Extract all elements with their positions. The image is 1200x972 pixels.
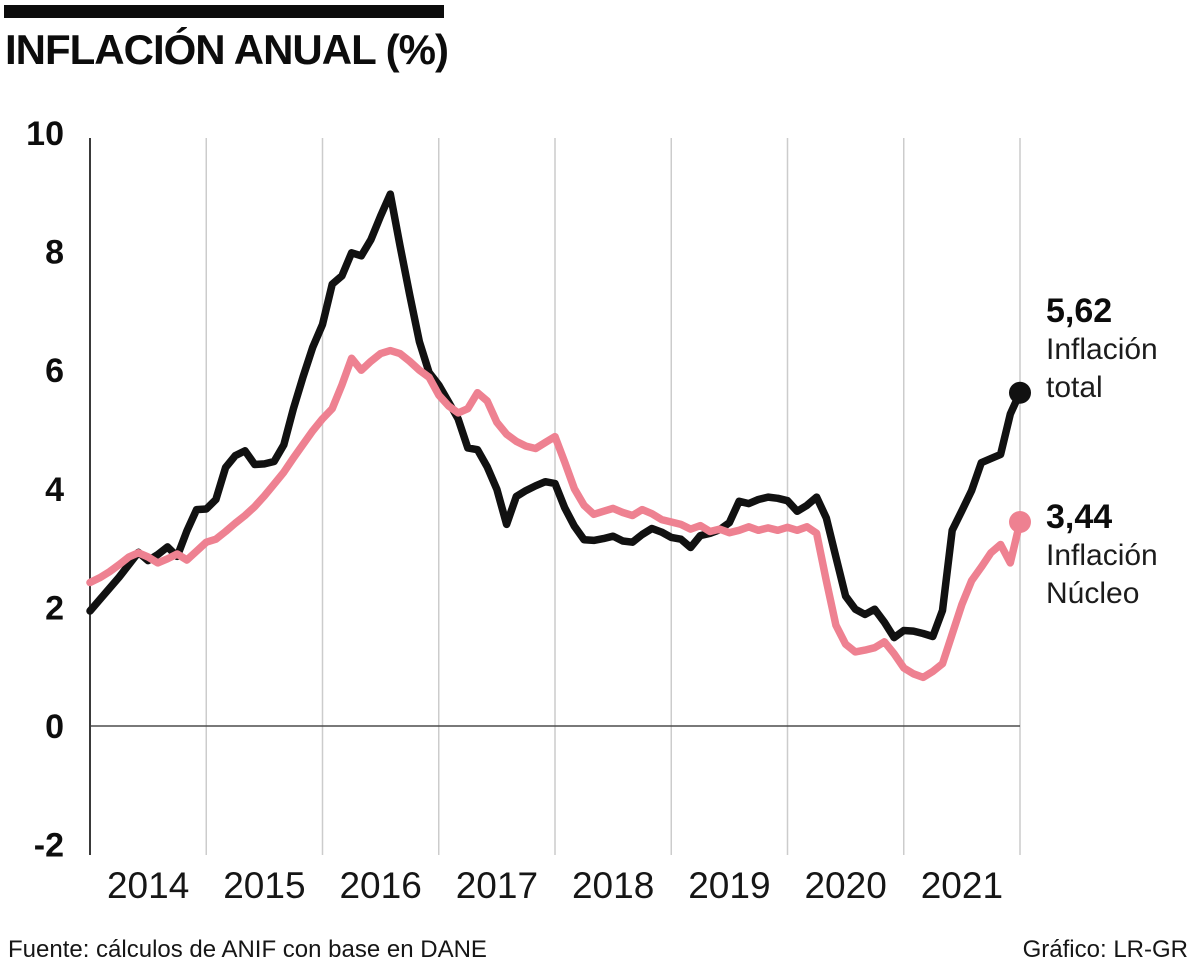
footer: Fuente: cálculos de ANIF con base en DAN… [8, 936, 1188, 964]
y-tick-label: 0 [45, 708, 64, 746]
page-title: INFLACIÓN ANUAL (%) [5, 26, 449, 73]
annotation-inflacion-total: 5,62 Inflación total [1046, 291, 1200, 407]
annotation-total-value: 5,62 [1046, 292, 1113, 330]
annotation-inflacion-nucleo: 3,44 Inflación Núcleo [1046, 497, 1200, 613]
annotation-total-label-line1: Inflación [1046, 333, 1158, 366]
annotation-total-label-line2: total [1046, 371, 1103, 404]
header-accent-bar [4, 5, 444, 18]
y-tick-label: 6 [45, 352, 64, 390]
annotation-nucleo-label-line2: Núcleo [1046, 577, 1140, 610]
y-tick-label: 8 [45, 234, 64, 272]
y-tick-label: -2 [34, 827, 64, 865]
y-tick-label: 2 [45, 589, 64, 627]
x-tick-label-2021: 2021 [921, 865, 1003, 906]
y-tick-label: 10 [26, 115, 64, 153]
annotation-nucleo-label-line1: Inflación [1046, 539, 1158, 572]
annotation-nucleo-value: 3,44 [1046, 498, 1113, 536]
x-tick-label-2015: 2015 [223, 865, 305, 906]
x-tick-label-2014: 2014 [107, 865, 189, 906]
x-tick-label-2016: 2016 [339, 865, 421, 906]
series-end-dot-total [1009, 381, 1031, 404]
x-tick-label-2020: 2020 [804, 865, 886, 906]
series-line-nucleo [86, 346, 1024, 682]
x-tick-label-2018: 2018 [572, 865, 654, 906]
x-tick-label-2017: 2017 [456, 865, 538, 906]
footer-source: Fuente: cálculos de ANIF con base en DAN… [8, 936, 487, 963]
y-tick-label: 4 [45, 471, 64, 509]
footer-credit: Gráfico: LR-GR [1022, 936, 1188, 963]
series-end-dot-nucleo [1009, 511, 1031, 534]
x-tick-label-2019: 2019 [688, 865, 770, 906]
series-line-total [86, 190, 1024, 642]
